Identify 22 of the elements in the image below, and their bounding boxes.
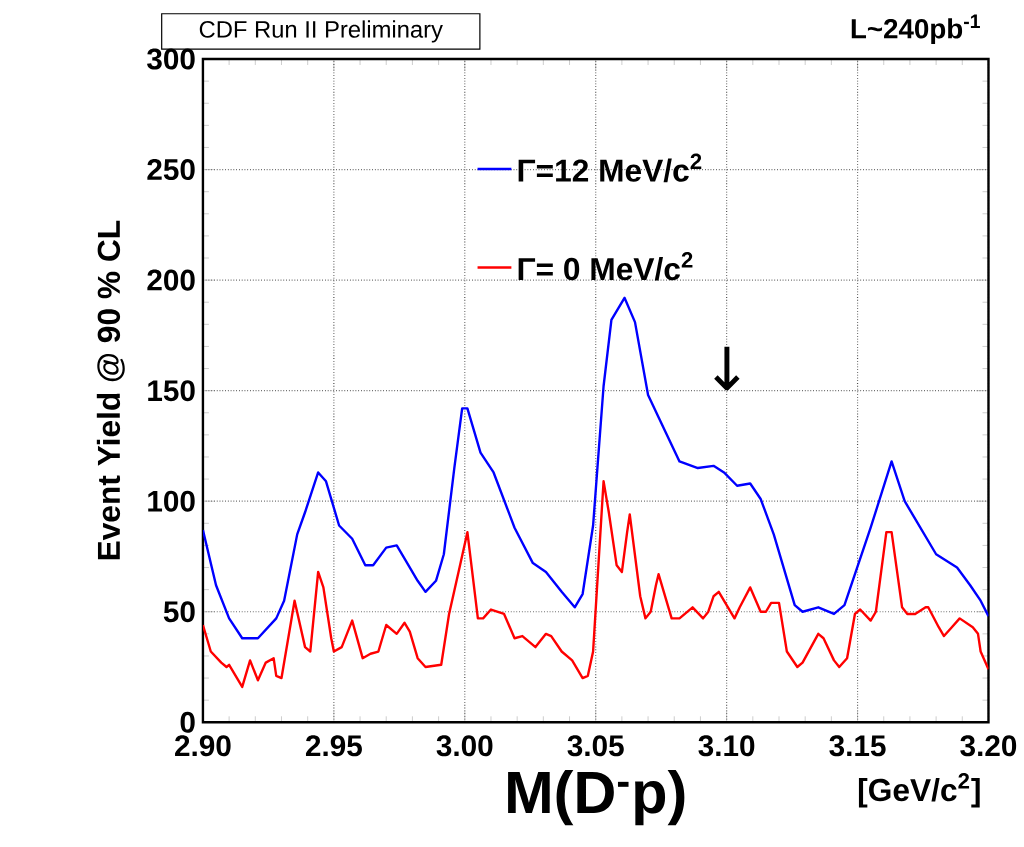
legend-label: Γ=12 MeV/c$^{2}$ [518,153,702,183]
x-tick-label: 3.15 [829,735,886,757]
text: [GeV/c$^{2}$] [858,772,980,808]
chart-title: CDF Run II Preliminary [199,20,443,43]
y-tick-label: 200 [147,269,195,291]
y-axis-title: Event Yield @ 90 % CL [96,220,125,560]
annotation: ↓ [714,346,740,391]
y-tick-label: 150 [148,380,195,402]
y-tick-label: 100 [148,490,195,512]
x-tick-label: 2.95 [305,735,362,757]
x-axis-title: M(D$^{-}$p) [508,769,685,826]
y-tick-label: 250 [147,158,195,180]
y-tick-label: 300 [147,48,195,70]
y-tick-label: 0 [180,711,195,733]
x-tick-label: 2.90 [175,735,231,757]
y-tick-label: 50 [163,601,195,623]
x-tick-label: 3.05 [567,735,624,757]
text: L~240pb$^{-1}$ [851,14,980,44]
x-tick-label: 3.20 [960,735,1017,757]
x-tick-label: 3.10 [698,735,755,757]
legend-label: Γ= 0 MeV/c$^{2}$ [518,251,693,281]
x-tick-label: 3.00 [436,735,493,757]
